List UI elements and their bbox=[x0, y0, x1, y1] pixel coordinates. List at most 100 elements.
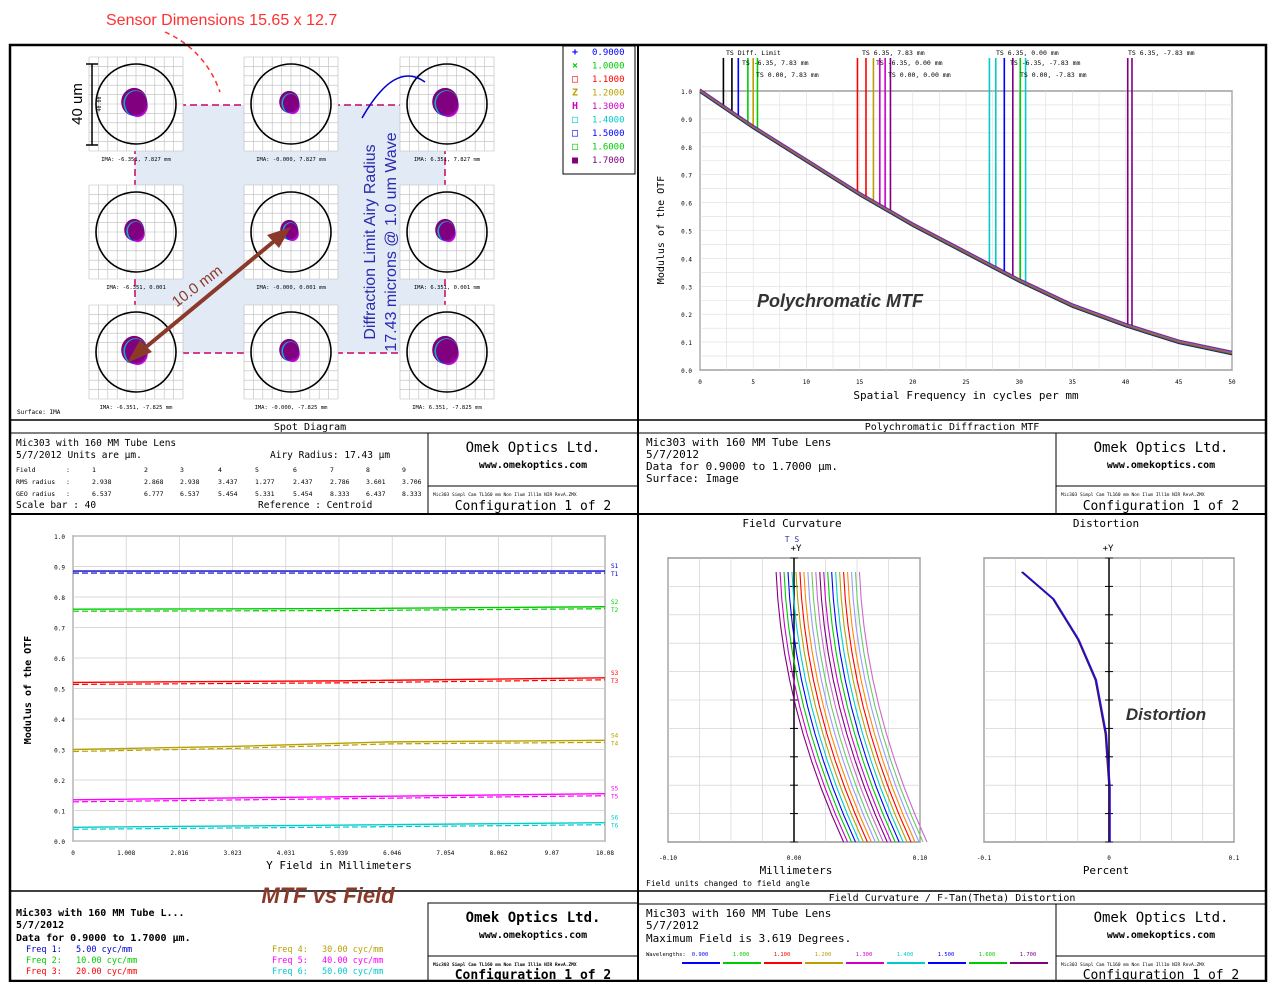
spot-footer-title: Spot Diagram bbox=[274, 422, 346, 433]
fc-curve bbox=[839, 571, 908, 843]
mvf-ytick: 1.0 bbox=[54, 534, 65, 541]
diagonal-arrow-shaft bbox=[138, 236, 280, 354]
diagonal-arrow-head-top bbox=[267, 227, 291, 248]
mvf-ytick: 0.8 bbox=[54, 595, 65, 602]
spot-airy-radius: Airy Radius: 17.43 µm bbox=[270, 450, 390, 461]
airy-circle bbox=[95, 311, 177, 393]
fc-curve bbox=[827, 571, 896, 843]
fc-axis-top: +Y bbox=[791, 544, 802, 554]
airy-circle bbox=[95, 63, 177, 145]
airy-text-1: Diffraction Limit Airy Radius bbox=[362, 144, 379, 339]
fc-curve bbox=[791, 571, 860, 843]
legend-symbol: □ bbox=[572, 142, 578, 153]
spot-diagram-panel: IMA: -6.351, 7.827 mm IMA: -0.000, 7.827 … bbox=[17, 56, 495, 416]
wavelength-value: 1.200 bbox=[815, 952, 832, 958]
mvf-ytick: 0.9 bbox=[54, 565, 65, 572]
mvf-line-t bbox=[72, 608, 606, 612]
company-url: www.omekoptics.com bbox=[1107, 459, 1215, 471]
spot-radius-table: Field: 1 2 3 4 5 6 7 8 9 RMS radius: 2.938 2.868 2.93… bbox=[16, 466, 422, 498]
freq-label: Freq 6: bbox=[272, 967, 308, 977]
dist-overlay-label: Distortion bbox=[1126, 705, 1206, 724]
sensor-dimensions-annotation: Sensor Dimensions 15.65 x 12.7 bbox=[106, 12, 337, 29]
dist-axis-top: +Y bbox=[1103, 544, 1114, 554]
spot-table-cell: RMS radius bbox=[16, 478, 55, 486]
mtf-ytick: 0.8 bbox=[681, 145, 692, 152]
spot-cell: IMA: 6.351, 0.001 mm bbox=[399, 184, 495, 291]
company-box-mtf: Omek Optics Ltd. www.omekoptics.com Mic3… bbox=[1055, 432, 1267, 515]
spot-table-cell: 9 bbox=[402, 466, 406, 474]
legend-value: 1.4000 bbox=[592, 116, 625, 126]
spot-ima-label: IMA: -0.000, -7.825 mm bbox=[255, 405, 329, 411]
mvf-line-s bbox=[72, 793, 606, 801]
spot-core bbox=[283, 342, 299, 360]
spot-table-cell: 5.454 bbox=[218, 490, 238, 498]
fc-curve bbox=[819, 571, 888, 843]
company-name: Omek Optics Ltd. bbox=[1094, 910, 1229, 926]
fc-xtick: -0.10 bbox=[659, 855, 677, 862]
spot-ima-label: IMA: 6.351, 7.827 mm bbox=[414, 157, 481, 163]
sensor-annotation-leader bbox=[164, 31, 221, 93]
spot-scale-bar: Scale bar : 40 bbox=[16, 500, 96, 511]
freq-value: 40.00 cyc/mm bbox=[322, 956, 383, 966]
mvf-line-s bbox=[72, 739, 606, 751]
fc-curve bbox=[823, 571, 892, 843]
airy-circle bbox=[406, 191, 488, 273]
spot-table-cell: 3 bbox=[180, 466, 184, 474]
mvf-ytick: 0.2 bbox=[54, 778, 65, 785]
spot-table-cell: 2.868 bbox=[144, 478, 164, 486]
surface-label: Surface: IMA bbox=[17, 409, 61, 416]
spot-core bbox=[283, 94, 299, 112]
spot-table-cell: 2.437 bbox=[293, 478, 313, 486]
mtf-top-label: TS -6.35, 7.83 mm bbox=[742, 59, 809, 67]
mvf-info-2: 5/7/2012 bbox=[16, 920, 64, 931]
mvf-xtick: 0 bbox=[71, 850, 75, 857]
mtf-xtick: 5 bbox=[751, 379, 755, 386]
diagonal-arrow-head-bottom bbox=[127, 340, 152, 363]
spot-table-cell: 6.537 bbox=[180, 490, 200, 498]
company-box-spot: Omek Optics Ltd. www.omekoptics.com Mic3… bbox=[427, 432, 639, 515]
mvf-series-label-t: T1 bbox=[611, 571, 619, 578]
mtf-xtick: 35 bbox=[1069, 379, 1077, 386]
company-url: www.omekoptics.com bbox=[479, 929, 587, 941]
fc-curve bbox=[795, 571, 864, 843]
spot-table-cell: 8 bbox=[366, 466, 370, 474]
fc-curve bbox=[843, 571, 912, 843]
wavelength-value: 1.000 bbox=[733, 952, 750, 958]
mtf-top-label: TS 0.00, -7.83 mm bbox=[1020, 71, 1087, 79]
freq-label: Freq 5: bbox=[272, 956, 308, 966]
mtf-top-label: TS 6.35, -7.83 mm bbox=[1128, 49, 1195, 57]
spot-table-cell: : bbox=[66, 490, 70, 498]
mvf-xtick: 8.062 bbox=[490, 850, 508, 857]
legend-value: 1.6000 bbox=[592, 143, 625, 153]
fc-curve bbox=[807, 571, 876, 843]
company-path: Mic303 Simpl Cam TL160 mm Non Ilum Ill1m… bbox=[433, 492, 577, 498]
wavelength-value: 1.700 bbox=[1020, 952, 1037, 958]
mvf-line-t bbox=[72, 795, 606, 803]
mtf-ytick: 0.0 bbox=[681, 368, 692, 375]
airy-circle bbox=[250, 191, 332, 273]
airy-circle bbox=[95, 191, 177, 273]
airy-circle bbox=[250, 311, 332, 393]
spot-table-cell: : bbox=[66, 466, 70, 474]
wavelength-value: 0.900 bbox=[692, 952, 709, 958]
fc-curve bbox=[779, 571, 849, 843]
mtf-info-4: Surface: Image bbox=[646, 472, 739, 485]
mvf-line-t bbox=[72, 679, 606, 686]
spot-table-cell: 2.786 bbox=[330, 478, 350, 486]
spot-table-cell: 3.601 bbox=[366, 478, 386, 486]
company-box-fc: Omek Optics Ltd. www.omekoptics.com Mic3… bbox=[1055, 903, 1267, 982]
mvf-series-label-s: S1 bbox=[611, 563, 619, 570]
mvf-ytick: 0.7 bbox=[54, 626, 65, 633]
wavelength-value: 1.600 bbox=[979, 952, 996, 958]
mtf-vs-field-chart: 0 1.008 2.016 3.023 4.031 5.039 6.046 7.054 8.06… bbox=[23, 534, 619, 908]
mvf-xtick: 10.08 bbox=[596, 850, 614, 857]
freq-value: 10.00 cyc/mm bbox=[76, 956, 137, 966]
company-box-frame bbox=[1055, 903, 1267, 982]
fc-title: Field Curvature bbox=[742, 517, 841, 530]
freq-label: Freq 4: bbox=[272, 945, 308, 955]
fc-curve bbox=[775, 571, 845, 843]
mtf-xtick: 45 bbox=[1175, 379, 1183, 386]
fc-curve bbox=[847, 571, 916, 843]
mvf-overlay-label: MTF vs Field bbox=[261, 883, 395, 908]
